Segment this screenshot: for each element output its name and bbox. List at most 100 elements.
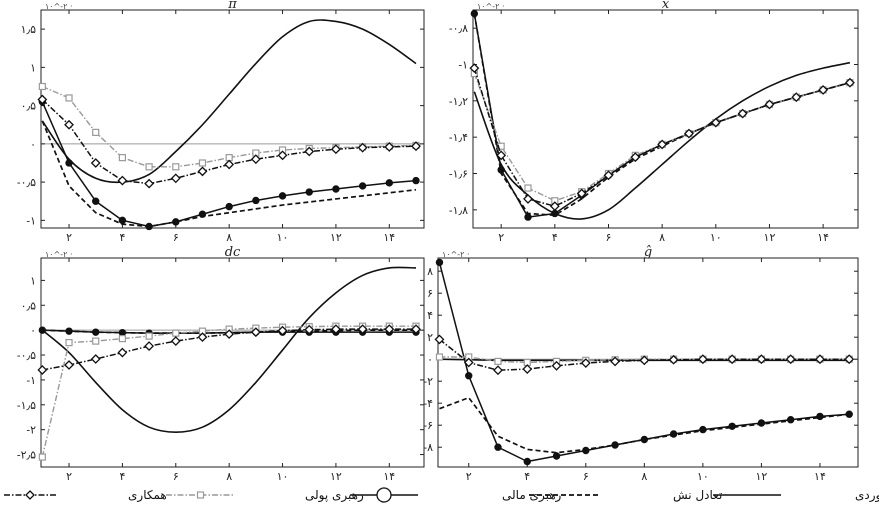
point-coop [64, 360, 74, 370]
y-tick-label: ۰٫۵ [21, 100, 36, 113]
legend-marker-fiscal [376, 487, 392, 503]
y-tick-label: -۰٫۵ [17, 176, 36, 189]
panel-title: x̂ [662, 0, 670, 12]
series-line-monetary [41, 325, 416, 458]
point-coop [277, 325, 288, 336]
point-coop [170, 173, 181, 184]
panel-title: ĝ [644, 245, 652, 260]
plot-frame [437, 257, 859, 468]
y-tick-label: -۱٫۴ [449, 131, 468, 144]
panel-x-hat: ۲ ۴ ۶ ۸ ۱۰ ۱۲ ۱۴ -۱٫۸ -۱٫۶ -۱٫۴ -۱٫۲ -۱ -۰٫۸ x̂ ۱۰^-۲ … [449, 0, 859, 244]
point-monetary [172, 329, 180, 337]
panel-dc: ۲ ۴ ۶ ۸ ۱۰ ۱۲ ۱۴ -۲٫۵ -۲ -۱٫۵ -۱ -۰٫۵ ۰ ۰٫۵ ۱ dc ۱۰^-۲ · [17, 245, 425, 483]
y-tick-label: -۱ [458, 59, 468, 72]
point-fiscal [198, 210, 207, 218]
point-coop [551, 360, 562, 371]
y-tick-label: -۱٫۵ [17, 399, 36, 412]
point-coop [250, 154, 261, 165]
x-tick-label: ۶ [173, 470, 179, 483]
point-coop [64, 119, 74, 130]
point-coop [357, 324, 368, 335]
x-tick-label: ۸ [659, 231, 665, 244]
point-fiscal [786, 416, 795, 424]
point-coop [684, 128, 694, 139]
y-tick-label: -۱٫۲ [449, 95, 468, 108]
x-tick-label: ۱۲ [764, 231, 776, 244]
point-coop [37, 365, 48, 375]
y-tick-label: ۰ [30, 138, 36, 151]
legend-label-fiscal: رهبری مالی [502, 488, 562, 503]
point-coop [304, 324, 315, 335]
scale-label: ۱۰^-۲ · [45, 250, 73, 259]
point-fiscal [523, 457, 531, 466]
y-tick-label: ۱ [30, 61, 36, 74]
x-tick-label: ۶ [173, 231, 179, 244]
legend-marker-coop [25, 490, 35, 500]
point-fiscal [385, 179, 394, 187]
y-tick-label: ۸ [427, 265, 433, 278]
y-tick-label: -۲ [423, 375, 433, 388]
point-fiscal [172, 218, 180, 226]
point-coop [144, 341, 155, 351]
point-coop [331, 144, 341, 155]
x-tick-label: ۱۰ [277, 231, 289, 244]
y-tick-label: -۲٫۵ [17, 449, 36, 462]
series-line-monetary [42, 85, 417, 168]
point-coop [304, 146, 315, 157]
point-coop [357, 142, 368, 153]
series-line-model [41, 19, 417, 184]
x-tick-label: ۱۴ [383, 470, 395, 483]
series-line-coop [473, 67, 851, 207]
panel-pi-hat: ۲ ۴ ۶ ۸ ۱۰ ۱۲ ۱۴ -۱ -۰٫۵ ۰ ۰٫۵ ۱ ۱٫۵ π̂ ۱۰^-۲ · [17, 0, 425, 244]
point-coop [522, 364, 533, 375]
point-monetary [92, 337, 100, 345]
x-tick-label: ۴ [524, 470, 530, 483]
legend-label-nash: تعادل نش [673, 488, 722, 503]
point-coop [668, 354, 679, 365]
x-tick-label: ۸ [641, 470, 647, 483]
point-coop [144, 178, 155, 189]
point-coop [639, 355, 650, 366]
y-tick-label: -۱٫۸ [449, 204, 468, 217]
point-coop [170, 336, 181, 347]
point-coop [523, 194, 533, 204]
point-fiscal [524, 213, 532, 221]
point-coop [657, 139, 668, 150]
point-coop [331, 324, 341, 335]
x-tick-label: ۱۰ [277, 470, 289, 483]
point-fiscal [65, 327, 73, 335]
point-monetary [65, 94, 73, 102]
point-coop [434, 334, 445, 345]
point-fiscal [816, 412, 824, 421]
point-coop [845, 77, 855, 88]
series-line-coop [438, 338, 850, 371]
y-tick-label: -۲ [26, 424, 36, 437]
point-coop [764, 99, 775, 110]
series-line-coop [41, 98, 417, 185]
x-tick-label: ۲ [498, 231, 504, 244]
x-tick-label: ۴ [552, 231, 558, 244]
series-line-coop [42, 328, 416, 371]
x-tick-label: ۱۴ [383, 231, 395, 244]
point-coop [90, 158, 101, 168]
point-fiscal [465, 372, 473, 380]
point-monetary [92, 128, 100, 136]
plot-frame [472, 9, 859, 229]
y-tick-label: ۰٫۵ [21, 299, 36, 312]
x-tick-label: ۴ [119, 470, 125, 483]
point-coop [576, 188, 587, 199]
point-fiscal [757, 419, 766, 427]
legend: الگوی براوردی تعادل نش رهبری مالی رهبری پول… [4, 487, 879, 503]
point-monetary [172, 163, 180, 171]
point-monetary [65, 338, 73, 347]
point-fiscal [435, 258, 444, 267]
x-tick-label: ۸ [226, 231, 232, 244]
point-coop [117, 175, 128, 186]
y-tick-label: -۱ [26, 374, 36, 387]
point-coop [697, 354, 708, 365]
point-monetary [118, 154, 127, 162]
scale-label: ۱۰^-۲ · [477, 2, 505, 11]
point-fiscal [611, 441, 619, 449]
y-tick-label: -۶ [423, 419, 433, 432]
point-fiscal [470, 9, 479, 18]
